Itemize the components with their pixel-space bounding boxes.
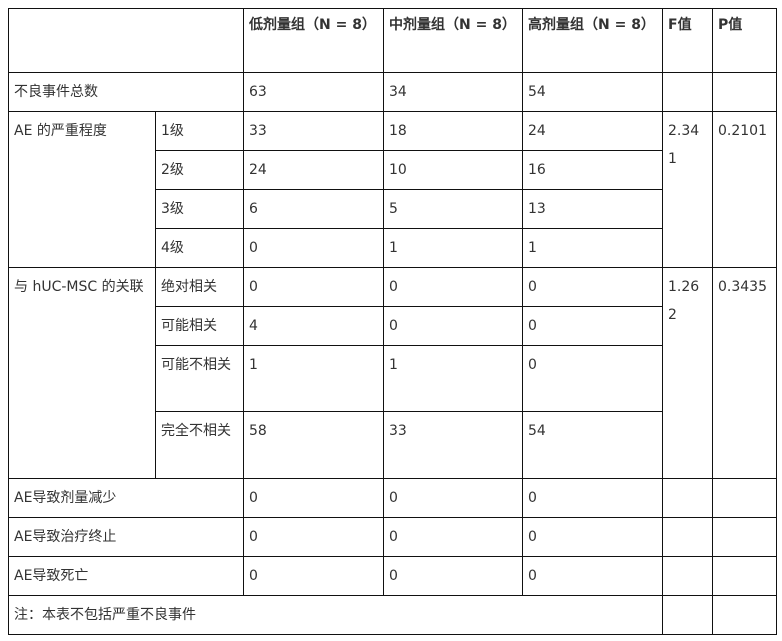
row-label: AE导致死亡 (8, 556, 244, 596)
cell-low: 24 (243, 150, 384, 190)
cell-mid: 0 (383, 478, 523, 518)
cell-mid: 34 (383, 72, 523, 112)
table-row: 2级 24 10 16 (9, 150, 777, 190)
table-row: AE导致死亡 0 0 0 (8, 556, 777, 596)
cell-mid: 0 (383, 267, 523, 307)
sub-label: 绝对相关 (155, 267, 244, 307)
sub-label: 可能相关 (155, 306, 244, 346)
cell-high: 0 (522, 267, 663, 307)
group-label: 与 hUC-MSC 的关联 (8, 267, 156, 479)
cell-low: 6 (243, 189, 384, 229)
cell-mid: 0 (383, 306, 523, 346)
cell-f (662, 517, 713, 557)
row-label: AE导致治疗终止 (8, 517, 244, 557)
cell-low: 0 (243, 517, 384, 557)
row-label: 不良事件总数 (8, 72, 244, 112)
cell-mid: 18 (383, 111, 523, 151)
cell-low: 1 (243, 345, 384, 412)
cell-high: 16 (522, 150, 663, 190)
cell-p (712, 595, 777, 635)
cell-mid: 10 (383, 150, 523, 190)
cell-p (712, 556, 777, 596)
table-row: AE导致剂量减少 0 0 0 (8, 478, 777, 518)
cell-low: 0 (243, 556, 384, 596)
sub-label: 2级 (155, 150, 244, 190)
cell-p (712, 517, 777, 557)
cell-mid: 5 (383, 189, 523, 229)
cell-high: 0 (522, 556, 663, 596)
cell-f: 1.262 (662, 267, 713, 479)
header-blank (8, 8, 244, 73)
cell-mid: 1 (383, 228, 523, 268)
header-mid-dose: 中剂量组（N = 8） (383, 8, 523, 73)
cell-high: 0 (522, 517, 663, 557)
adverse-events-table: 低剂量组（N = 8） 中剂量组（N = 8） 高剂量组（N = 8） F值 P… (8, 8, 777, 635)
cell-p: 0.3435 (712, 267, 777, 479)
cell-mid: 33 (383, 411, 523, 479)
cell-low: 0 (243, 267, 384, 307)
cell-high: 0 (522, 306, 663, 346)
header-p-value: P值 (712, 8, 777, 73)
cell-high: 1 (522, 228, 663, 268)
cell-high: 54 (522, 411, 663, 479)
cell-high: 24 (522, 111, 663, 151)
sub-label: 可能不相关 (155, 345, 244, 412)
cell-high: 0 (522, 345, 663, 412)
table-row: AE导致治疗终止 0 0 0 (8, 517, 777, 557)
row-label: AE导致剂量减少 (8, 478, 244, 518)
cell-low: 0 (243, 228, 384, 268)
cell-high: 54 (522, 72, 663, 112)
header-row: 低剂量组（N = 8） 中剂量组（N = 8） 高剂量组（N = 8） F值 P… (8, 8, 777, 73)
sub-label: 4级 (155, 228, 244, 268)
cell-low: 58 (243, 411, 384, 479)
cell-p (712, 72, 777, 112)
header-low-dose: 低剂量组（N = 8） (243, 8, 384, 73)
cell-f (662, 556, 713, 596)
cell-high: 13 (522, 189, 663, 229)
cell-p: 0.2101 (712, 111, 777, 268)
cell-mid: 0 (383, 556, 523, 596)
table-row: 可能相关 4 0 0 (9, 306, 777, 346)
cell-mid: 1 (383, 345, 523, 412)
table-row: 与 hUC-MSC 的关联 绝对相关 0 0 0 1.262 0.3435 (8, 267, 777, 479)
header-f-value: F值 (662, 8, 713, 73)
table-row: 不良事件总数 63 34 54 (8, 72, 777, 112)
cell-low: 4 (243, 306, 384, 346)
sub-label: 1级 (155, 111, 244, 151)
cell-f (662, 478, 713, 518)
cell-high: 0 (522, 478, 663, 518)
sub-label: 3级 (155, 189, 244, 229)
cell-f (662, 72, 713, 112)
sub-label: 完全不相关 (155, 411, 244, 479)
table-row: 可能不相关 1 1 0 (9, 345, 777, 412)
table-row: 4级 0 1 1 (9, 228, 777, 268)
header-high-dose: 高剂量组（N = 8） (522, 8, 663, 73)
cell-mid: 0 (383, 517, 523, 557)
table-row: 完全不相关 58 33 54 (9, 411, 777, 479)
table-row: 3级 6 5 13 (9, 189, 777, 229)
cell-f: 2.341 (662, 111, 713, 268)
note-row: 注：本表不包括严重不良事件 (8, 595, 777, 635)
cell-p (712, 478, 777, 518)
table-note: 注：本表不包括严重不良事件 (8, 595, 663, 635)
group-label: AE 的严重程度 (8, 111, 156, 268)
cell-f (662, 595, 713, 635)
cell-low: 0 (243, 478, 384, 518)
cell-low: 33 (243, 111, 384, 151)
cell-low: 63 (243, 72, 384, 112)
table-row: AE 的严重程度 1级 33 18 24 2.341 0.2101 (8, 111, 777, 268)
